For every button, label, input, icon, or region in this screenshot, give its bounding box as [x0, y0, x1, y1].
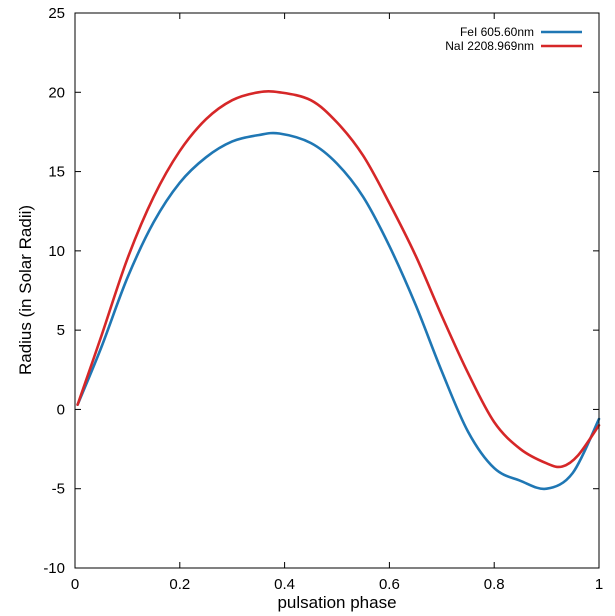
- x-tick-label: 0.2: [169, 576, 190, 593]
- series-line-1: [76, 131, 601, 491]
- plot-frame: [74, 12, 600, 569]
- y-tick-label: -10: [43, 560, 65, 577]
- y-tick-label: 5: [57, 322, 65, 339]
- series-line-2: [76, 89, 601, 469]
- y-tick-label: 25: [48, 5, 65, 22]
- y-tick-label: 15: [48, 164, 65, 181]
- y-tick-label: 10: [48, 243, 65, 260]
- x-tick-label: 1: [595, 576, 603, 593]
- x-axis-title: pulsation phase: [277, 593, 396, 612]
- axis-ticks: 0 0.2 0.4 0.6 0.8 1 -10 -5 0 5 10 15 20 25: [43, 5, 603, 593]
- y-tick-label: -5: [52, 481, 65, 498]
- series-lines: [76, 89, 601, 491]
- x-tick-label: 0.4: [274, 576, 295, 593]
- y-tick-label: 0: [57, 401, 65, 418]
- x-tick-label: 0: [71, 576, 79, 593]
- y-axis-title: Radius (in Solar Radii): [16, 205, 35, 375]
- legend-label-2: NaI 2208.969nm: [445, 39, 534, 53]
- x-tick-label: 0.6: [379, 576, 400, 593]
- x-tick-label: 0.8: [484, 576, 505, 593]
- y-tick-label: 20: [48, 84, 65, 101]
- legend-label-1: FeI 605.60nm: [460, 25, 534, 39]
